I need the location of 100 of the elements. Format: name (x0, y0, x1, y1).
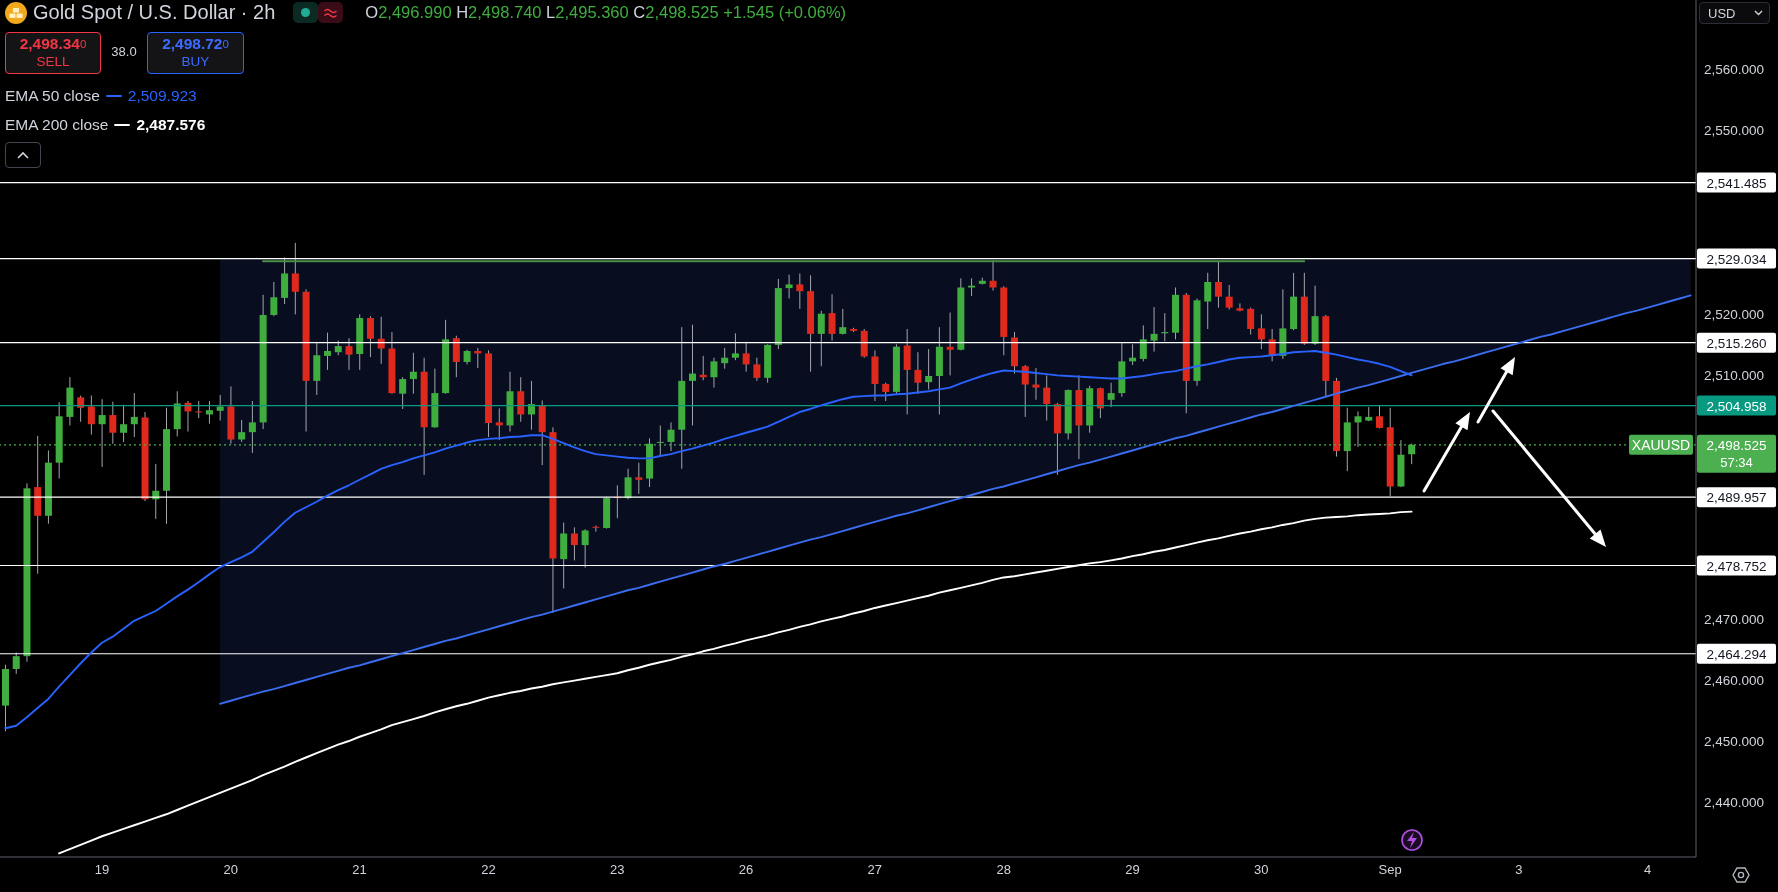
annotation: SELL (36, 53, 70, 71)
candlestick (1247, 307, 1255, 335)
candlestick (12, 652, 20, 675)
x-tick-label: 19 (94, 862, 110, 878)
candlestick (1257, 313, 1265, 350)
annotation: 2,498.340 (19, 35, 87, 53)
candlestick (1236, 302, 1244, 312)
candlestick (753, 357, 761, 382)
candlestick (1214, 261, 1222, 309)
candlestick (216, 394, 224, 422)
candlestick (656, 424, 664, 458)
candlestick (1021, 364, 1029, 418)
x-tick-label: 22 (481, 862, 496, 878)
candlestick (785, 274, 793, 299)
candlestick (98, 398, 106, 468)
x-tick-label: 20 (223, 862, 239, 878)
candlestick (345, 337, 353, 371)
legend-label: EMA 50 close (5, 86, 100, 106)
candlestick (1375, 405, 1383, 429)
candlestick (828, 293, 836, 342)
candlestick (291, 242, 299, 315)
candlestick (1032, 367, 1040, 401)
candlestick (946, 312, 954, 376)
x-tick-label: 27 (867, 862, 883, 878)
y-tick-label: 2,510.000 (1704, 367, 1765, 383)
x-tick-label: 26 (738, 862, 754, 878)
candlestick (882, 382, 890, 402)
candlestick (592, 525, 600, 533)
candlestick (452, 335, 460, 378)
candlestick (1107, 382, 1115, 408)
candlestick (205, 400, 213, 425)
ref-line-label: 2,541.485 (1706, 175, 1767, 191)
candlestick (324, 332, 332, 371)
candlestick (914, 351, 922, 395)
x-tick-label: 30 (1254, 862, 1269, 878)
y-tick-label: 2,450.000 (1704, 733, 1765, 749)
ref-line-label: 2,515.260 (1706, 335, 1767, 351)
ref-line-label: 2,489.957 (1706, 490, 1767, 506)
candlestick (120, 404, 128, 443)
candlestick (366, 315, 374, 358)
candlestick (635, 462, 643, 495)
buy-button: 2,498.720 BUY (147, 32, 244, 74)
candlestick (1354, 410, 1362, 448)
candlestick (1150, 306, 1158, 353)
y-tick-label: 2,560.000 (1704, 62, 1765, 78)
candlestick (817, 310, 825, 367)
y-tick-label: 2,550.000 (1704, 123, 1765, 139)
candlestick (495, 407, 503, 441)
candlestick (248, 400, 256, 454)
candlestick (130, 392, 138, 438)
ref-line-label: 2,529.034 (1706, 251, 1768, 267)
annotation: XAUUSD (1631, 436, 1691, 453)
candlestick (925, 348, 933, 390)
candlestick (581, 528, 589, 569)
candlestick (624, 468, 632, 500)
x-tick-label: 23 (609, 862, 625, 878)
candlestick (409, 352, 417, 395)
y-axis-title: USD (1708, 5, 1736, 21)
candlestick (377, 316, 385, 365)
candlestick (1204, 272, 1212, 330)
x-tick-label: 4 (1644, 862, 1652, 878)
candlestick (688, 324, 696, 426)
candlestick (517, 376, 525, 423)
candlestick (1225, 284, 1233, 310)
candlestick (1408, 443, 1416, 465)
x-tick-label: 21 (352, 862, 367, 878)
ref-line-label: 2,498.525 (1706, 437, 1767, 453)
y-tick-label: 2,440.000 (1704, 794, 1765, 810)
candlestick (721, 347, 729, 370)
annotation: 2,498.720 (162, 35, 229, 53)
candlestick (109, 401, 117, 445)
sell-button: 2,498.340 SELL (5, 32, 101, 74)
candlestick (1139, 324, 1147, 362)
y-tick-label: 2,520.000 (1704, 306, 1765, 322)
candlestick (731, 332, 739, 361)
candlestick (570, 526, 578, 561)
ref-line-label: 2,464.294 (1706, 646, 1768, 662)
candlestick (87, 395, 95, 436)
y-tick-label: 2,470.000 (1704, 611, 1765, 627)
ref-line-label: 2,504.958 (1706, 398, 1767, 414)
candlestick (742, 341, 750, 373)
candlestick (667, 421, 675, 452)
candlestick (710, 357, 718, 389)
candlestick (77, 395, 85, 423)
x-tick-label: 28 (996, 862, 1011, 878)
ref-line-label: 2,478.752 (1706, 558, 1767, 574)
legend-label: EMA 200 close (5, 115, 109, 135)
annotation: 2,509.923 (127, 86, 197, 106)
candlestick (839, 308, 847, 335)
annotation: 38.0 (110, 44, 138, 59)
annotation: 2,487.576 (136, 115, 206, 135)
dropdown: USD (1699, 2, 1770, 24)
chart-title: Gold Spot / U.S. Dollar · 2h (33, 1, 276, 24)
candlestick (1096, 387, 1104, 419)
candlestick (1043, 374, 1051, 422)
y-tick-label: 2,460.000 (1704, 672, 1765, 688)
x-tick-label: Sep (1378, 862, 1402, 878)
candlestick (796, 272, 804, 310)
annotation: BUY (181, 53, 210, 71)
candlestick (399, 376, 407, 410)
